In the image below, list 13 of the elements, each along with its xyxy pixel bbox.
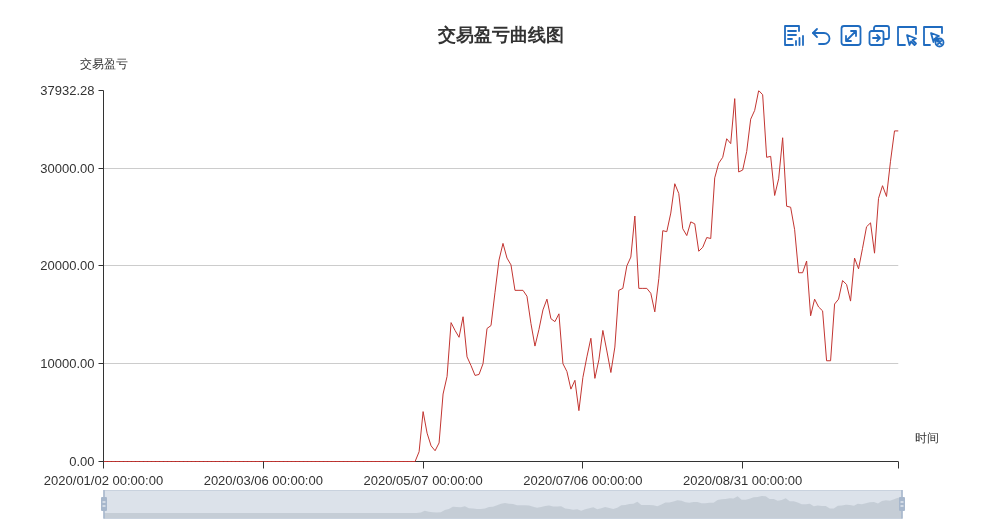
y-tick-label: 30000.00 — [40, 160, 95, 176]
x-tick-label: 2020/01/02 00:00:00 — [43, 472, 164, 488]
x-tick-label: 2020/08/31 00:00:00 — [683, 472, 803, 488]
y-tick-label: 37932.28 — [40, 83, 95, 98]
y-axis-title: 交易盈亏 — [79, 56, 128, 71]
x-tick-label: 2020/03/06 00:00:00 — [203, 472, 323, 488]
x-tick-label: 2020/07/06 00:00:00 — [523, 472, 643, 488]
y-tick-label: 10000.00 — [40, 356, 95, 372]
x-tick-label: 2020/05/07 00:00:00 — [363, 472, 483, 488]
y-tick-label: 0.00 — [69, 454, 95, 470]
x-axis-title: 时间 — [914, 431, 939, 446]
y-tick-label: 20000.00 — [40, 258, 95, 274]
chart-title: 交易盈亏曲线图 — [437, 24, 564, 45]
